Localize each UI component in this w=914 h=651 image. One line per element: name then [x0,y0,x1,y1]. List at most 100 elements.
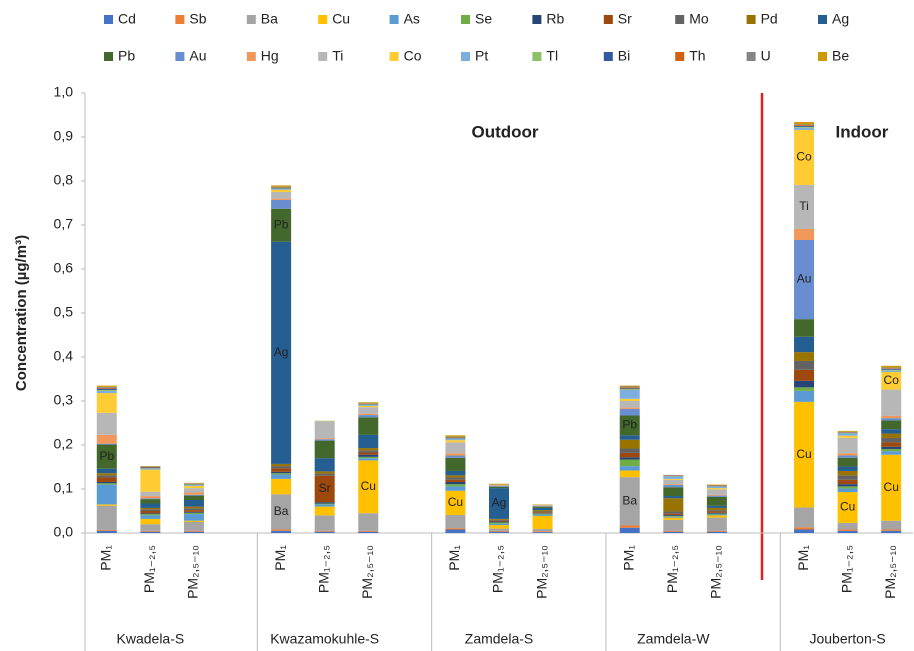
bar-segment [445,479,466,482]
bar-segment [271,530,292,533]
bar-segment [794,390,815,402]
bar-segment [619,387,640,389]
segment-label: Cu [361,479,376,493]
segment-label: Ag [492,496,507,510]
bar-segment [445,490,466,515]
bar-segment [619,401,640,408]
legend-swatch [818,52,827,61]
bar-segment [445,475,466,478]
bar-segment [358,404,379,406]
bar-segment [794,401,815,508]
bar-segment [140,524,161,531]
bar-segment [140,515,161,519]
bar-segment [358,405,379,408]
bar-segment [706,494,727,496]
bar-segment [489,488,509,519]
bar-segment [619,386,640,388]
bar-segment [619,477,640,526]
bar-segment [358,456,379,459]
x-tick-label: PM₁ [97,545,113,571]
bar-segment [445,455,466,458]
segment-label: Au [797,272,812,286]
bar-segment [358,434,379,449]
y-tick-label: 0,5 [54,304,74,320]
legend-swatch [603,52,613,61]
bar-segment [881,451,902,455]
bar-segment [619,452,640,458]
bar-segment [794,125,815,126]
bar-segment [183,492,204,495]
group-label: Kwadela-S [117,631,185,647]
bar-segment [706,507,727,511]
bar-segment [881,429,902,434]
bar-segment [183,500,204,507]
bar-segment [881,446,902,449]
bar-segment [314,473,335,476]
bar-segment [140,467,161,469]
bar-segment [837,453,858,456]
bar-segment [663,478,684,480]
annotation: Outdoor [471,122,538,141]
legend-label: Mo [689,11,709,27]
bar-segment [358,415,379,418]
legend-swatch [818,15,827,24]
bar-segment [794,352,815,361]
bar-segment [489,483,509,485]
bar-segment [837,522,858,530]
legend-label: Be [832,48,849,64]
bar-segment [532,504,553,506]
bar-segment [96,468,117,474]
y-tick-label: 0,6 [54,260,74,276]
bar-segment [445,528,466,530]
bar-segment [271,529,292,531]
bar-segment [706,515,727,518]
annotation: Indoor [836,122,889,141]
segment-label: Cu [448,495,463,509]
bar-segment [837,435,858,438]
legend-label: U [761,48,771,64]
bar-segment [96,388,117,390]
bar-segment [881,433,902,438]
bar-segment [445,529,466,533]
bar-segment [183,531,204,533]
segment-label: Pb [274,217,289,231]
bar-segment [445,436,466,438]
bar-segment [358,458,379,461]
y-tick-label: 0,2 [54,436,74,452]
bar-segment [96,477,117,482]
x-tick-label: PM₂,₅₋₁₀ [708,545,724,599]
bar-segment [881,418,902,421]
bar-segment [489,520,509,522]
bar-segment [358,452,379,455]
bar-segment [314,504,335,507]
legend-label: Cd [118,11,136,27]
y-tick-label: 0,1 [54,480,74,496]
legend-swatch [389,15,399,24]
bar-segment [140,507,161,510]
bar-segment [794,122,815,125]
bar-segment [619,525,640,528]
bar-segment [837,488,858,493]
bar-segment [358,450,379,453]
bar-segment [532,511,553,513]
legend-label: Se [475,11,492,27]
bar-segment [794,228,815,240]
bar-segment [794,507,815,528]
bar-segment [663,513,684,515]
bar-segment [881,367,902,369]
legend-swatch [389,52,399,61]
bar-segment [663,531,684,533]
legend-swatch [104,52,113,61]
bar-segment [140,518,161,525]
bar-segment [183,514,204,521]
bar-segment [96,481,117,484]
bar-segment [663,517,684,520]
bar-segment [532,507,553,511]
bar-segment [881,368,902,370]
bar-segment [837,486,858,489]
legend-swatch [603,15,613,24]
bar-segment [794,129,815,185]
bar-segment [794,124,815,126]
bar-segment [358,407,379,414]
bar-segment [706,531,727,533]
